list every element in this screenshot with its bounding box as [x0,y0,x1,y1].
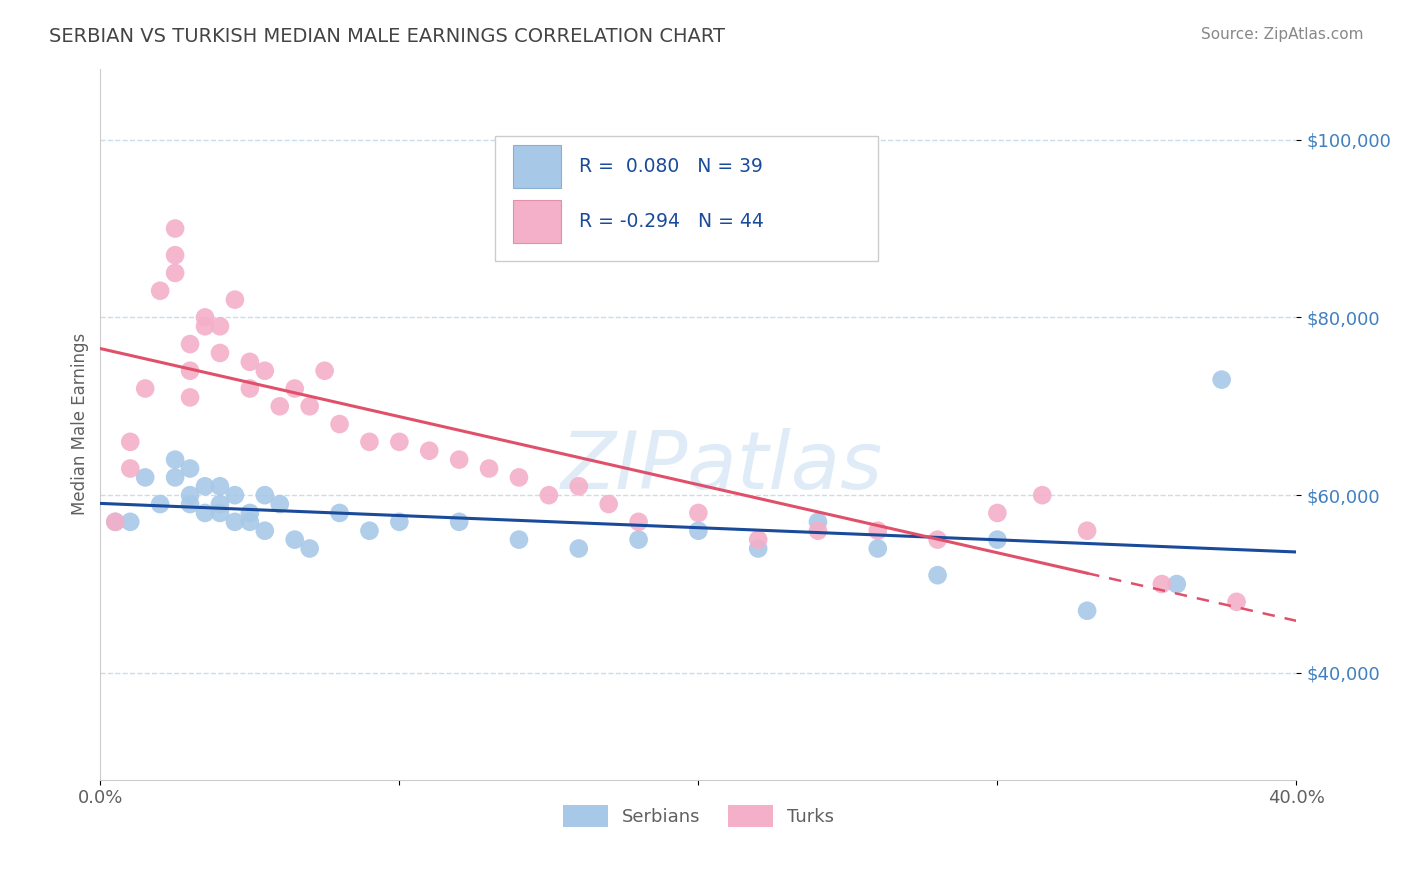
Point [208,479,231,493]
Point [239,382,262,396]
Point [508,533,530,547]
Point [298,399,321,413]
Point [253,488,276,502]
Point [179,391,201,405]
Text: R =  0.080   N = 39: R = 0.080 N = 39 [579,157,762,176]
Point [418,443,440,458]
Bar [513,145,561,188]
Point [239,355,262,369]
Point [284,382,307,396]
Bar [513,200,561,243]
Point [688,506,710,520]
Point [508,470,530,484]
Point [179,461,201,475]
Point [927,533,949,547]
Point [239,515,262,529]
Point [1211,373,1233,387]
Point [134,470,156,484]
Text: SERBIAN VS TURKISH MEDIAN MALE EARNINGS CORRELATION CHART: SERBIAN VS TURKISH MEDIAN MALE EARNINGS … [49,27,725,45]
Point [329,506,352,520]
Point [449,452,471,467]
Point [194,479,217,493]
Point [1076,604,1098,618]
Point [134,382,156,396]
Point [329,417,352,431]
Point [165,248,187,262]
Point [537,488,560,502]
Point [149,284,172,298]
Point [194,319,217,334]
Point [165,470,187,484]
Point [1166,577,1188,591]
Point [866,524,889,538]
FancyBboxPatch shape [495,136,877,260]
Point [1031,488,1053,502]
Point [253,364,276,378]
Point [179,364,201,378]
Point [224,293,246,307]
Point [149,497,172,511]
Point [866,541,889,556]
Point [165,452,187,467]
Point [208,319,231,334]
Point [224,488,246,502]
Text: Source: ZipAtlas.com: Source: ZipAtlas.com [1201,27,1364,42]
Point [388,434,411,449]
Point [568,479,591,493]
Text: R = -0.294   N = 44: R = -0.294 N = 44 [579,212,763,231]
Point [298,541,321,556]
Point [747,541,769,556]
Point [688,524,710,538]
Point [986,506,1008,520]
Point [194,506,217,520]
Point [165,266,187,280]
Point [104,515,127,529]
Point [269,497,291,511]
Point [208,497,231,511]
Text: ZIPatlas: ZIPatlas [561,428,883,506]
Point [627,515,650,529]
Point [239,506,262,520]
Point [314,364,336,378]
Point [208,346,231,360]
Point [986,533,1008,547]
Point [179,488,201,502]
Point [598,497,620,511]
Point [478,461,501,475]
Point [627,533,650,547]
Point [1150,577,1173,591]
Point [165,221,187,235]
Point [1226,595,1249,609]
Point [388,515,411,529]
Point [1076,524,1098,538]
Point [224,515,246,529]
Point [807,515,830,529]
Point [927,568,949,582]
Point [120,515,142,529]
Point [194,310,217,325]
Point [104,515,127,529]
Point [449,515,471,529]
Point [359,434,381,449]
Legend: Serbians, Turks: Serbians, Turks [555,798,841,835]
Point [284,533,307,547]
Point [179,497,201,511]
Point [253,524,276,538]
Point [807,524,830,538]
Point [179,337,201,351]
Y-axis label: Median Male Earnings: Median Male Earnings [72,333,89,516]
Point [208,506,231,520]
Point [359,524,381,538]
Point [747,533,769,547]
Point [568,541,591,556]
Point [120,434,142,449]
Point [120,461,142,475]
Point [269,399,291,413]
